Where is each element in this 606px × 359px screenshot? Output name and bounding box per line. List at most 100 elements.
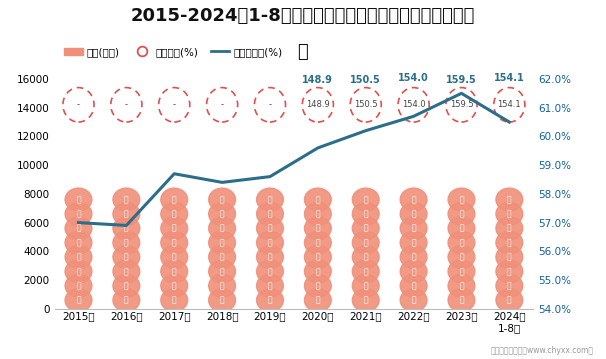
Text: 负: 负: [172, 195, 176, 204]
Text: 159.5: 159.5: [450, 100, 473, 109]
Ellipse shape: [496, 274, 523, 297]
Ellipse shape: [161, 246, 188, 269]
Text: 负: 负: [172, 281, 176, 290]
Text: 负: 负: [268, 224, 272, 233]
Ellipse shape: [208, 260, 236, 283]
Ellipse shape: [113, 202, 140, 225]
Ellipse shape: [352, 202, 379, 225]
Ellipse shape: [448, 260, 475, 283]
Ellipse shape: [400, 188, 427, 211]
Text: 负: 负: [411, 281, 416, 290]
Text: -: -: [221, 100, 224, 109]
Ellipse shape: [352, 217, 379, 240]
Text: 负: 负: [220, 267, 224, 276]
Text: 负: 负: [411, 238, 416, 247]
Ellipse shape: [496, 246, 523, 269]
Ellipse shape: [255, 88, 285, 122]
Text: 负: 负: [76, 195, 81, 204]
Text: -: -: [268, 100, 271, 109]
Text: 负: 负: [411, 252, 416, 262]
Ellipse shape: [63, 88, 94, 122]
Ellipse shape: [448, 246, 475, 269]
Text: 负: 负: [172, 252, 176, 262]
Text: 负: 负: [507, 195, 511, 204]
Ellipse shape: [65, 217, 92, 240]
Text: 负: 负: [364, 252, 368, 262]
Text: 负: 负: [507, 224, 511, 233]
Text: 负: 负: [364, 209, 368, 219]
Ellipse shape: [496, 231, 523, 254]
Ellipse shape: [304, 231, 331, 254]
Ellipse shape: [161, 289, 188, 312]
Ellipse shape: [65, 260, 92, 283]
Text: 负: 负: [76, 281, 81, 290]
Text: 负: 负: [76, 295, 81, 305]
Text: 负: 负: [507, 252, 511, 262]
Ellipse shape: [256, 188, 284, 211]
Text: 负: 负: [76, 209, 81, 219]
Ellipse shape: [113, 289, 140, 312]
Ellipse shape: [207, 88, 238, 122]
Text: 负: 负: [507, 281, 511, 290]
Ellipse shape: [65, 202, 92, 225]
Text: 154.1: 154.1: [494, 73, 525, 83]
Ellipse shape: [113, 246, 140, 269]
Ellipse shape: [208, 274, 236, 297]
Text: 负: 负: [316, 238, 320, 247]
Ellipse shape: [161, 202, 188, 225]
Ellipse shape: [65, 188, 92, 211]
Text: 150.5: 150.5: [350, 75, 381, 85]
Ellipse shape: [400, 231, 427, 254]
Text: 负: 负: [316, 281, 320, 290]
Ellipse shape: [161, 274, 188, 297]
Text: 负: 负: [220, 209, 224, 219]
Ellipse shape: [352, 260, 379, 283]
Text: 负: 负: [316, 209, 320, 219]
Text: 负: 负: [364, 224, 368, 233]
Text: 负: 负: [172, 238, 176, 247]
Ellipse shape: [208, 217, 236, 240]
Text: 负: 负: [411, 195, 416, 204]
Text: 负: 负: [76, 238, 81, 247]
Ellipse shape: [113, 260, 140, 283]
Text: 负: 负: [459, 252, 464, 262]
Ellipse shape: [161, 260, 188, 283]
Text: 负: 负: [316, 252, 320, 262]
Ellipse shape: [256, 274, 284, 297]
Ellipse shape: [352, 246, 379, 269]
Ellipse shape: [256, 260, 284, 283]
Text: 负: 负: [124, 224, 128, 233]
Ellipse shape: [448, 202, 475, 225]
Text: 负: 负: [507, 209, 511, 219]
Text: 负: 负: [459, 267, 464, 276]
Text: 负: 负: [124, 281, 128, 290]
Text: 负: 负: [220, 224, 224, 233]
Text: 负: 负: [411, 267, 416, 276]
Ellipse shape: [304, 217, 331, 240]
Text: 负: 负: [172, 209, 176, 219]
Text: 154.1: 154.1: [498, 100, 521, 109]
Ellipse shape: [113, 217, 140, 240]
Ellipse shape: [65, 246, 92, 269]
Ellipse shape: [400, 202, 427, 225]
Text: 负: 负: [364, 281, 368, 290]
Ellipse shape: [256, 202, 284, 225]
Ellipse shape: [208, 289, 236, 312]
Ellipse shape: [448, 231, 475, 254]
Text: 150.5: 150.5: [354, 100, 378, 109]
Ellipse shape: [159, 88, 190, 122]
Text: 负: 负: [364, 195, 368, 204]
Text: 负: 负: [268, 295, 272, 305]
Ellipse shape: [65, 274, 92, 297]
Text: -: -: [77, 100, 80, 109]
Ellipse shape: [304, 246, 331, 269]
Text: 负: 负: [172, 267, 176, 276]
Legend: 负债(亿元), 产权比率(%), 资产负债率(%): 负债(亿元), 产权比率(%), 资产负债率(%): [60, 43, 287, 61]
Text: 负: 负: [124, 209, 128, 219]
Text: -: -: [173, 100, 176, 109]
Text: -: -: [125, 100, 128, 109]
Ellipse shape: [304, 289, 331, 312]
Ellipse shape: [304, 202, 331, 225]
Ellipse shape: [400, 274, 427, 297]
Ellipse shape: [304, 188, 331, 211]
